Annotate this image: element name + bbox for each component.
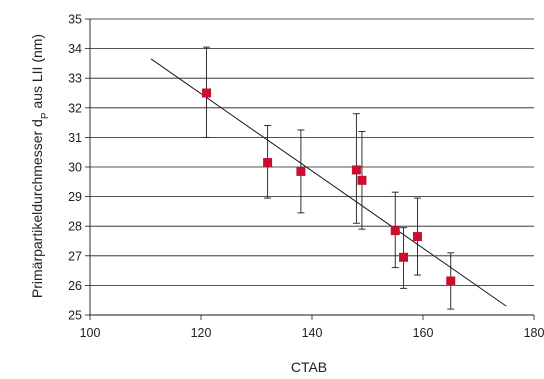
y-tick-label: 27 — [68, 249, 82, 263]
y-tick-labels: 25 26 27 28 29 30 31 32 33 34 35 — [68, 13, 82, 323]
y-tick-label: 28 — [68, 220, 82, 234]
data-point — [202, 88, 212, 98]
data-point — [446, 276, 456, 286]
data-point — [351, 165, 361, 175]
data-point — [412, 232, 422, 242]
x-tick-label: 100 — [80, 326, 101, 340]
data-point — [357, 175, 367, 185]
axes — [85, 18, 535, 320]
x-tick-label: 140 — [302, 326, 323, 340]
data-point — [296, 166, 306, 176]
y-tick-label: 30 — [68, 161, 82, 175]
data-point — [390, 226, 400, 236]
y-axis-title: Primärpartikeldurchmesser dP aus LII (nm… — [29, 34, 51, 298]
y-tick-label: 33 — [68, 72, 82, 86]
y-tick-label: 34 — [68, 42, 82, 56]
trendline-segment — [150, 58, 507, 307]
y-tick-label: 25 — [68, 309, 82, 323]
y-tick-label: 32 — [68, 101, 82, 115]
y-axis-title-main: Primärpartikeldurchmesser d — [29, 119, 45, 298]
y-axis-title-tail: aus LII (nm) — [29, 34, 45, 113]
y-tick-label: 35 — [68, 13, 82, 27]
x-tick-label: 160 — [413, 326, 434, 340]
trendline — [150, 58, 507, 307]
y-axis-title-sub: P — [40, 112, 51, 119]
y-tick-label: 31 — [68, 131, 82, 145]
error-bars — [203, 46, 455, 310]
data-point — [399, 252, 409, 262]
data-point — [263, 158, 273, 168]
grid-lines — [90, 18, 534, 316]
x-tick-label: 180 — [524, 326, 544, 340]
x-tick-labels: 100 120 140 160 180 — [80, 326, 544, 340]
data-points — [202, 88, 456, 286]
x-axis-title: CTAB — [291, 359, 327, 375]
y-tick-label: 26 — [68, 279, 82, 293]
y-tick-label: 29 — [68, 190, 82, 204]
x-tick-label: 120 — [191, 326, 212, 340]
